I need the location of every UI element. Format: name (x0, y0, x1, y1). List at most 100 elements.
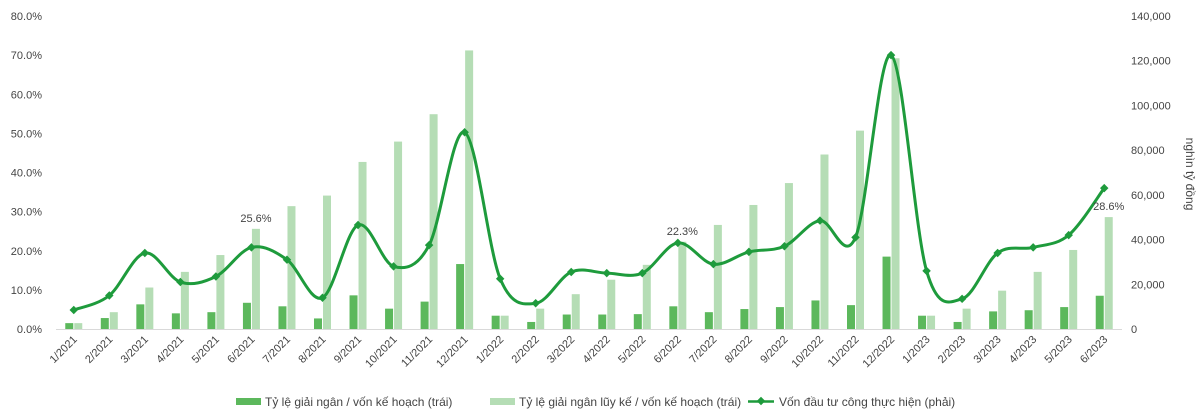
line-point (1028, 243, 1038, 252)
x-tick-label: 5/2023 (1043, 334, 1075, 366)
x-tick-label: 9/2022 (758, 334, 790, 366)
line-point (282, 255, 292, 264)
bar-cumulative (536, 308, 545, 329)
legend-swatch-monthly (236, 398, 261, 405)
right-tick-label: 20,000 (1131, 279, 1165, 291)
bar-cumulative (927, 315, 936, 329)
x-tick-label: 4/2023 (1007, 334, 1039, 366)
bar-monthly (1060, 307, 1069, 329)
right-tick-label: 100,000 (1131, 100, 1171, 112)
bar-monthly (171, 313, 180, 329)
bar-cumulative (571, 294, 580, 329)
line-point (140, 248, 150, 258)
bar-monthly (136, 304, 145, 329)
annotation-label: 28.6% (1093, 201, 1124, 213)
x-tick-label: 3/2021 (119, 334, 151, 366)
bar-monthly (349, 295, 358, 329)
x-tick-label: 4/2021 (154, 334, 186, 366)
line-point (247, 243, 256, 252)
legend: Tỷ lệ giải ngân / vốn kế hoạch (trái) Tỷ… (236, 395, 955, 409)
x-tick-label: 2/2021 (83, 334, 115, 366)
bar-cumulative (891, 58, 900, 329)
legend-label-monthly: Tỷ lệ giải ngân / vốn kế hoạch (trái) (265, 395, 452, 409)
bar-monthly (207, 312, 216, 329)
left-tick-label: 70.0% (11, 50, 42, 62)
bar-monthly (65, 323, 74, 329)
x-tick-label: 8/2022 (723, 334, 755, 366)
bar-monthly (100, 318, 109, 329)
bar-cumulative (465, 50, 474, 330)
line-point (602, 268, 612, 278)
bar-monthly (242, 302, 251, 329)
x-tick-label: 6/2023 (1078, 334, 1110, 366)
bar-cumulative (394, 141, 403, 329)
line-point (176, 277, 185, 287)
bar-monthly (953, 321, 962, 329)
bar-monthly (633, 314, 642, 329)
x-tick-label: 11/2021 (399, 334, 435, 370)
line-point (318, 293, 327, 302)
x-tick-label: 11/2022 (826, 334, 862, 370)
bar-cumulative (500, 315, 509, 329)
bar-cumulative (642, 264, 651, 329)
bar-cumulative (607, 279, 616, 329)
right-tick-label: 120,000 (1131, 56, 1171, 68)
legend-item-cumulative[interactable]: Tỷ lệ giải ngân lũy kế / vốn kế hoạch (t… (490, 395, 741, 409)
bar-monthly (420, 301, 429, 329)
bar-monthly (385, 308, 394, 329)
left-tick-label: 50.0% (11, 128, 42, 140)
x-tick-label: 3/2022 (545, 334, 577, 366)
x-tick-label: 10/2022 (789, 334, 826, 371)
line-point (69, 305, 79, 315)
legend-item-monthly[interactable]: Tỷ lệ giải ngân / vốn kế hoạch (trái) (236, 395, 452, 409)
x-tick-label: 9/2021 (332, 334, 364, 366)
bar-monthly (669, 306, 678, 329)
annotation-label: 22.3% (667, 226, 698, 238)
line-point (105, 291, 114, 300)
investment-line (73, 53, 1106, 312)
bar-cumulative (74, 323, 83, 329)
legend-swatch-marker (756, 396, 766, 406)
line-point (495, 274, 505, 283)
annotations: 25.6% 22.3% 28.6% (240, 201, 1124, 238)
bar-cumulative (856, 130, 864, 329)
line-point (566, 267, 576, 277)
line-series (69, 50, 1109, 315)
line-point (957, 294, 967, 304)
bar-monthly (989, 311, 998, 329)
bar-monthly (704, 312, 713, 329)
line-point (424, 240, 434, 250)
bar-monthly (775, 307, 784, 329)
bar-monthly (456, 264, 465, 329)
bar-monthly (882, 256, 891, 329)
bar-monthly (527, 321, 536, 329)
line-point (211, 272, 221, 281)
bar-monthly (740, 309, 749, 329)
bar-monthly (562, 314, 571, 329)
bar-cumulative (1069, 249, 1078, 329)
x-tick-label: 12/2021 (434, 334, 471, 371)
x-tick-label: 5/2021 (190, 334, 222, 366)
bar-monthly (1095, 295, 1104, 329)
bar-cumulative (429, 114, 438, 329)
bar-monthly (598, 314, 607, 329)
x-tick-label: 10/2021 (363, 334, 400, 371)
x-tick-label: 1/2022 (474, 334, 506, 366)
bar-monthly (847, 305, 855, 329)
left-tick-label: 30.0% (11, 207, 42, 219)
bar-cumulative (749, 204, 758, 329)
right-axis-label: nghìn tỷ đồng (1183, 138, 1197, 211)
bar-cumulative (287, 206, 296, 329)
left-axis-ticks: 0.0% 10.0% 20.0% 30.0% 40.0% 50.0% 60.0% 70.0% 8… (11, 11, 42, 336)
line-point (638, 268, 647, 278)
x-tick-label: 8/2021 (296, 334, 328, 366)
line-point (460, 128, 469, 137)
x-tick-label: 6/2021 (225, 334, 257, 366)
annotation-label: 25.6% (240, 213, 271, 225)
bar-cumulative (216, 255, 225, 329)
bar-cumulative (820, 154, 829, 329)
legend-item-investment[interactable]: Vốn đầu tư công thực hiện (phải) (748, 395, 955, 409)
bar-monthly (811, 300, 820, 329)
x-tick-label: 4/2022 (581, 334, 613, 366)
